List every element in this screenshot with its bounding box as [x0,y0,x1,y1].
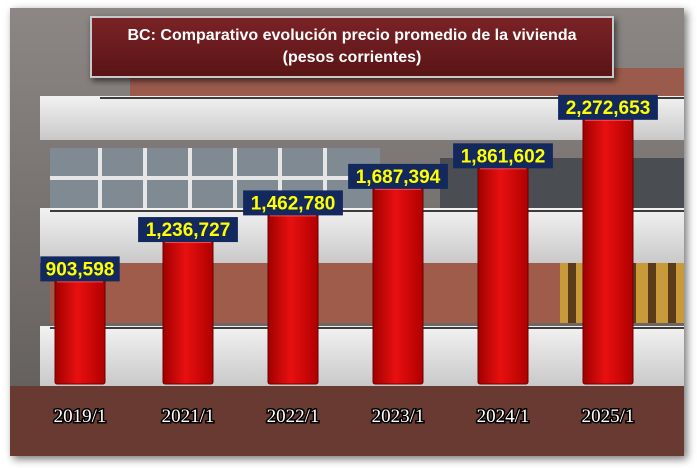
x-tick-label-2024/1: 2024/1 [477,406,530,427]
data-label-background [40,256,120,282]
x-tick-label-2023/1: 2023/1 [372,406,425,427]
chart-title-box: BC: Comparativo evolución precio promedi… [90,16,614,78]
data-label-text: 903,598 [46,259,115,280]
data-label-background [453,143,553,169]
data-label-2025/1: 2,272,653 [558,94,658,120]
data-label-2019/1: 903,598 [40,256,120,282]
data-label-background [138,217,238,243]
data-label-2022/1: 1,462,780 [243,190,343,216]
bar-2021/1 [162,237,214,385]
bar-2022/1 [267,210,319,385]
chart-title: BC: Comparativo evolución precio promedi… [127,27,577,44]
data-label-text: 1,236,727 [146,220,231,241]
data-label-text: 1,687,394 [356,167,441,188]
x-tick-label-2019/1: 2019/1 [54,406,107,427]
data-label-2024/1: 1,861,602 [453,143,553,169]
bar-2019/1 [54,276,106,385]
bar-2024/1 [477,163,529,385]
x-tick-label-2021/1: 2021/1 [162,406,215,427]
x-tick-label-2022/1: 2022/1 [267,406,320,427]
data-label-background [348,163,448,189]
bar-2025/1 [582,115,634,385]
bar-chart: 903,598 1,236,727 1,462,780 1,687,394 1,861,… [40,94,658,429]
data-label-background [243,190,343,216]
data-label-2023/1: 1,687,394 [348,163,448,189]
data-label-text: 1,462,780 [251,193,336,214]
data-label-text: 2,272,653 [566,98,651,119]
data-label-text: 1,861,602 [461,146,546,167]
data-label-2021/1: 1,236,727 [138,217,238,243]
x-tick-label-2025/1: 2025/1 [582,406,635,427]
bar-2023/1 [372,184,424,385]
chart-frame: 903,598 1,236,727 1,462,780 1,687,394 1,861,… [10,8,684,456]
chart-subtitle: (pesos corrientes) [282,49,422,66]
data-label-background [558,94,658,120]
